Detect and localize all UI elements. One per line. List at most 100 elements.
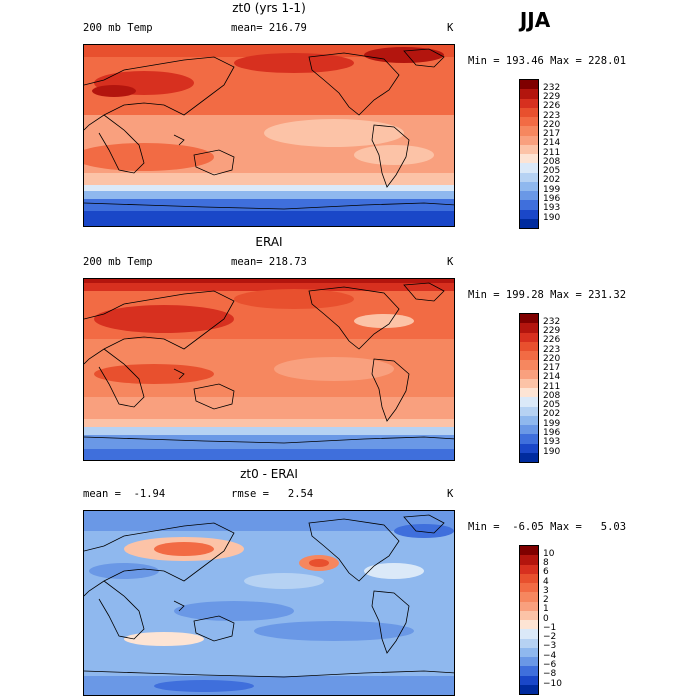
colorbar-tick-label: 232 bbox=[543, 316, 561, 327]
colorbar-tick-label: 229 bbox=[543, 326, 561, 337]
rmse-label: rmse = 2.54 bbox=[231, 488, 314, 500]
colorbar-difference: 10 8 6 4 3 2 1 0 −1 −2 −3 −4 −6 −8 −10 bbox=[519, 545, 562, 696]
colorbar-swatch bbox=[520, 666, 538, 676]
panel-title: ERAI bbox=[255, 235, 283, 249]
colorbar-tick-label: 196 bbox=[543, 194, 561, 204]
colorbar-tick-label: 8 bbox=[543, 558, 549, 569]
colorbar-tick-label: −2 bbox=[543, 632, 557, 643]
panel-title: zt0 (yrs 1-1) bbox=[232, 1, 306, 15]
colorbar-tick-label: 217 bbox=[543, 363, 561, 374]
colorbar-swatch bbox=[520, 583, 538, 593]
units-label: K bbox=[447, 256, 454, 268]
colorbar-tick-label: 226 bbox=[543, 335, 561, 346]
mean-label: mean= 216.79 bbox=[231, 22, 307, 34]
colorbar-tick-label: 232 bbox=[543, 82, 561, 93]
colorbar-swatch bbox=[520, 218, 538, 229]
colorbar-tick-label: 6 bbox=[543, 567, 549, 578]
colorbar-tick-label: 220 bbox=[543, 119, 561, 130]
variable-label: 200 mb Temp bbox=[83, 256, 153, 268]
coastline-overlay bbox=[84, 282, 454, 444]
colorbar-swatch bbox=[520, 144, 538, 155]
colorbar-swatch bbox=[520, 117, 538, 127]
colorbar-tick-label: 196 bbox=[543, 428, 561, 438]
colorbar-tick-label: 223 bbox=[543, 344, 561, 355]
colorbar-swatch bbox=[520, 406, 538, 416]
colorbar-swatch bbox=[520, 684, 538, 695]
minmax-reference: Min = 199.28 Max = 231.32 bbox=[468, 289, 627, 301]
colorbar-swatch bbox=[520, 163, 538, 173]
colorbar-swatch bbox=[520, 154, 538, 164]
colorbar-swatch bbox=[520, 107, 538, 118]
colorbar-swatch bbox=[520, 620, 538, 630]
colorbar-swatch bbox=[520, 388, 538, 398]
colorbar-tick-label: −6 bbox=[543, 660, 557, 670]
colorbar-model: 232 229 226 223 220 217 214 211 208 205 202 199 196 1… bbox=[519, 79, 560, 230]
colorbar-swatch bbox=[520, 200, 538, 210]
colorbar-swatch bbox=[520, 397, 538, 407]
colorbar-swatch bbox=[520, 378, 538, 389]
colorbar-tick-label: 205 bbox=[543, 400, 561, 411]
colorbar-tick-label: 214 bbox=[543, 372, 561, 383]
coastline-overlay bbox=[84, 514, 454, 678]
map-difference-field bbox=[84, 511, 454, 695]
colorbar-swatch bbox=[520, 89, 538, 99]
map-reference-field bbox=[84, 279, 454, 460]
mean-label: mean = -1.94 bbox=[83, 488, 166, 500]
colorbar-swatch bbox=[520, 98, 538, 108]
colorbar-swatch bbox=[520, 80, 538, 90]
units-label: K bbox=[447, 22, 454, 34]
colorbar-tick-label: 190 bbox=[543, 446, 561, 457]
colorbar-tick-label: 223 bbox=[543, 110, 561, 121]
colorbar-tick-label: 202 bbox=[543, 175, 561, 186]
colorbar-tick-label: −3 bbox=[543, 641, 557, 652]
colorbar-tick-label: 208 bbox=[543, 156, 561, 167]
colorbar-swatch bbox=[520, 443, 538, 453]
colorbar-swatch bbox=[520, 369, 538, 379]
colorbar-reference: 232 229 226 223 220 217 214 211 208 205 202 199 196 1… bbox=[519, 313, 560, 464]
colorbar-tick-label: 220 bbox=[543, 353, 561, 364]
colorbar-tick-label: 0 bbox=[543, 613, 549, 624]
colorbar-swatch bbox=[520, 181, 538, 192]
colorbar-reference-swatches bbox=[519, 313, 539, 464]
minmax-model: Min = 193.46 Max = 228.01 bbox=[468, 55, 627, 67]
minmax-difference: Min = -6.05 Max = 5.03 bbox=[468, 521, 627, 533]
colorbar-swatch bbox=[520, 638, 538, 648]
colorbar-tick-label: 229 bbox=[543, 92, 561, 103]
colorbar-tick-label: −10 bbox=[543, 678, 562, 689]
colorbar-swatch bbox=[520, 314, 538, 324]
colorbar-tick-label: 3 bbox=[543, 585, 549, 596]
panel-title: zt0 - ERAI bbox=[240, 467, 298, 481]
colorbar-tick-label: −8 bbox=[543, 669, 557, 680]
colorbar-swatch bbox=[520, 332, 538, 342]
colorbar-swatch bbox=[520, 629, 538, 639]
colorbar-swatch bbox=[520, 601, 538, 611]
colorbar-tick-label: 202 bbox=[543, 409, 561, 420]
colorbar-swatch bbox=[520, 323, 538, 333]
colorbar-swatch bbox=[520, 341, 538, 352]
colorbar-swatch bbox=[520, 564, 538, 574]
colorbar-swatch bbox=[520, 434, 538, 444]
colorbar-swatch bbox=[520, 425, 538, 435]
colorbar-swatch bbox=[520, 647, 538, 658]
colorbar-tick-label: 4 bbox=[543, 576, 549, 587]
colorbar-tick-label: 199 bbox=[543, 184, 561, 195]
colorbar-swatch bbox=[520, 657, 538, 667]
colorbar-swatch bbox=[520, 452, 538, 463]
colorbar-swatch bbox=[520, 675, 538, 685]
colorbar-swatch bbox=[520, 573, 538, 584]
map-reference bbox=[83, 278, 455, 461]
colorbar-tick-label: 211 bbox=[543, 147, 561, 158]
colorbar-tick-label: 10 bbox=[543, 548, 555, 559]
colorbar-tick-label: 199 bbox=[543, 418, 561, 429]
coastline-overlay bbox=[84, 48, 454, 210]
units-label: K bbox=[447, 488, 454, 500]
colorbar-tick-label: 226 bbox=[543, 101, 561, 112]
map-model-field bbox=[84, 45, 454, 226]
colorbar-swatch bbox=[520, 555, 538, 565]
colorbar-tick-label: 190 bbox=[543, 212, 561, 223]
colorbar-tick-label: 211 bbox=[543, 381, 561, 392]
colorbar-tick-label: −4 bbox=[543, 650, 557, 661]
colorbar-swatch bbox=[520, 126, 538, 136]
colorbar-tick-label: 217 bbox=[543, 129, 561, 140]
colorbar-swatch bbox=[520, 592, 538, 602]
